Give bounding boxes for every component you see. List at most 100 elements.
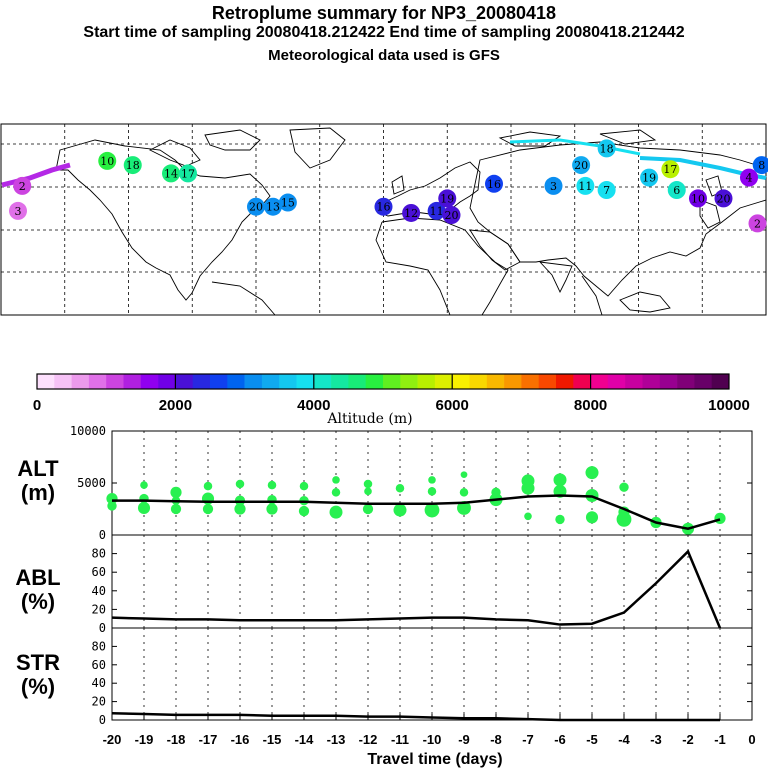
map-cluster-marker [374, 197, 393, 216]
map-cluster-marker [402, 203, 421, 222]
map-cluster-marker [748, 214, 767, 233]
map-cluster-label: 20 [249, 201, 263, 214]
map-cluster-label: 10 [691, 192, 705, 205]
colorbar-cell [348, 374, 366, 389]
y-tick-label: 5000 [77, 476, 106, 490]
map-cluster-marker [597, 181, 616, 200]
map-cluster-marker [572, 156, 591, 175]
x-axis: -20 -19 -18 -17 -16 -15 -14 -13 -12 -11 -10 -9 -8 -7-… [103, 714, 756, 747]
x-tick-label: -12 [359, 732, 378, 747]
map-cluster-marker [123, 156, 142, 175]
map-cluster-marker [689, 189, 707, 208]
map-cluster-label: 2 [19, 180, 26, 193]
alt-cluster-point [555, 514, 565, 525]
colorbar-cell [244, 374, 263, 389]
alt-cluster-point [393, 503, 407, 517]
alt-cluster-point [235, 479, 245, 489]
x-tick-label: -19 [135, 732, 154, 747]
colorbar-cell [711, 374, 730, 389]
colorbar-cell [296, 374, 315, 389]
y-tick-label: 20 [92, 695, 106, 709]
map-cluster-marker [752, 156, 768, 175]
abl-unit: (%) [21, 589, 55, 614]
x-tick-label: -16 [231, 732, 250, 747]
colorbar-cell [642, 374, 661, 389]
x-tick-label: -6 [554, 732, 566, 747]
alt-cluster-point [203, 481, 213, 491]
colorbar-cells [37, 374, 730, 389]
alt-cluster-point [395, 483, 405, 493]
x-tick-label: -11 [391, 732, 409, 747]
y-tick-label: 0 [99, 621, 106, 635]
map-cluster-label: 4 [746, 172, 753, 185]
alt-cluster-point [424, 502, 440, 518]
alt-cluster-point [364, 487, 372, 496]
alt-cluster-point [585, 466, 599, 480]
alt-cluster-point [553, 473, 567, 487]
alt-cluster-point [299, 481, 309, 491]
colorbar-cell [504, 374, 522, 389]
x-tick-label: -20 [103, 732, 122, 747]
alt-cluster-point [267, 480, 277, 490]
str-label: STR [16, 650, 60, 675]
map-cluster-marker [740, 168, 758, 187]
map-cluster-label: 16 [487, 178, 501, 191]
x-tick-label: -17 [199, 732, 218, 747]
x-axis-title: Travel time (days) [367, 751, 502, 768]
colorbar-cell [158, 374, 176, 389]
colorbar-cell [538, 374, 557, 389]
y-tick-label: 0 [99, 528, 106, 542]
x-tick-label: -2 [682, 732, 694, 747]
x-tick-label: 0 [748, 732, 755, 747]
alt-cluster-point [427, 487, 437, 496]
map-cluster-label: 11 [430, 205, 444, 218]
alt-cluster-point [140, 481, 148, 489]
colorbar-cell [365, 374, 384, 389]
map-cluster-label: 18 [600, 142, 614, 155]
map-cluster-marker [714, 189, 733, 208]
map-cluster-marker [597, 139, 616, 158]
abl-label: ABL [15, 565, 60, 590]
alt-cluster-point [170, 486, 182, 498]
map-cluster-label: 19 [440, 192, 454, 205]
map-cluster-marker [247, 197, 265, 216]
colorbar-cell [417, 374, 436, 389]
str-unit: (%) [21, 674, 55, 699]
str-line [111, 711, 720, 722]
colorbar-cell [607, 374, 626, 389]
alt-cluster-point [460, 471, 468, 479]
map-cluster-marker [544, 176, 563, 195]
colorbar-cell [434, 374, 453, 389]
map-cluster-marker [427, 201, 446, 220]
map-cluster-marker [98, 151, 117, 170]
colorbar-cell [140, 374, 159, 389]
alt-cluster-point [107, 501, 117, 511]
alt-cluster-point [619, 482, 629, 492]
colorbar-cell [400, 374, 418, 389]
colorbar-frame [36, 373, 730, 390]
abl-panel: ABL (%) 0 20 40 60 80 [15, 534, 753, 635]
colorbar-cell [590, 374, 609, 389]
alt-cluster-point [521, 481, 535, 495]
abl-line [111, 549, 722, 629]
map-cluster-label: 18 [126, 159, 140, 172]
colorbar: 0 2000 4000 6000 8000 10000 Altitude (m) [33, 373, 750, 427]
y-tick-label: 10000 [70, 424, 106, 438]
y-tick-label: 0 [99, 713, 106, 727]
map-cluster-label: 14 [164, 167, 178, 180]
sampling-times: Start time of sampling 20080418.212422 E… [83, 24, 685, 41]
alt-mean-line [112, 494, 721, 531]
alt-cluster-point [524, 512, 532, 521]
map-cluster-marker [442, 206, 461, 225]
colorbar-tick-label: 0 [33, 397, 41, 414]
map-cluster-label: 6 [673, 184, 680, 197]
colorbar-cell [123, 374, 142, 389]
map-cluster-label: 20 [717, 192, 731, 205]
colorbar-tick-label: 6000 [436, 397, 469, 414]
colorbar-cell [573, 374, 591, 389]
x-tick-label: -1 [714, 732, 726, 747]
alt-cluster-point [332, 476, 340, 484]
alt-cluster-point [298, 505, 310, 517]
